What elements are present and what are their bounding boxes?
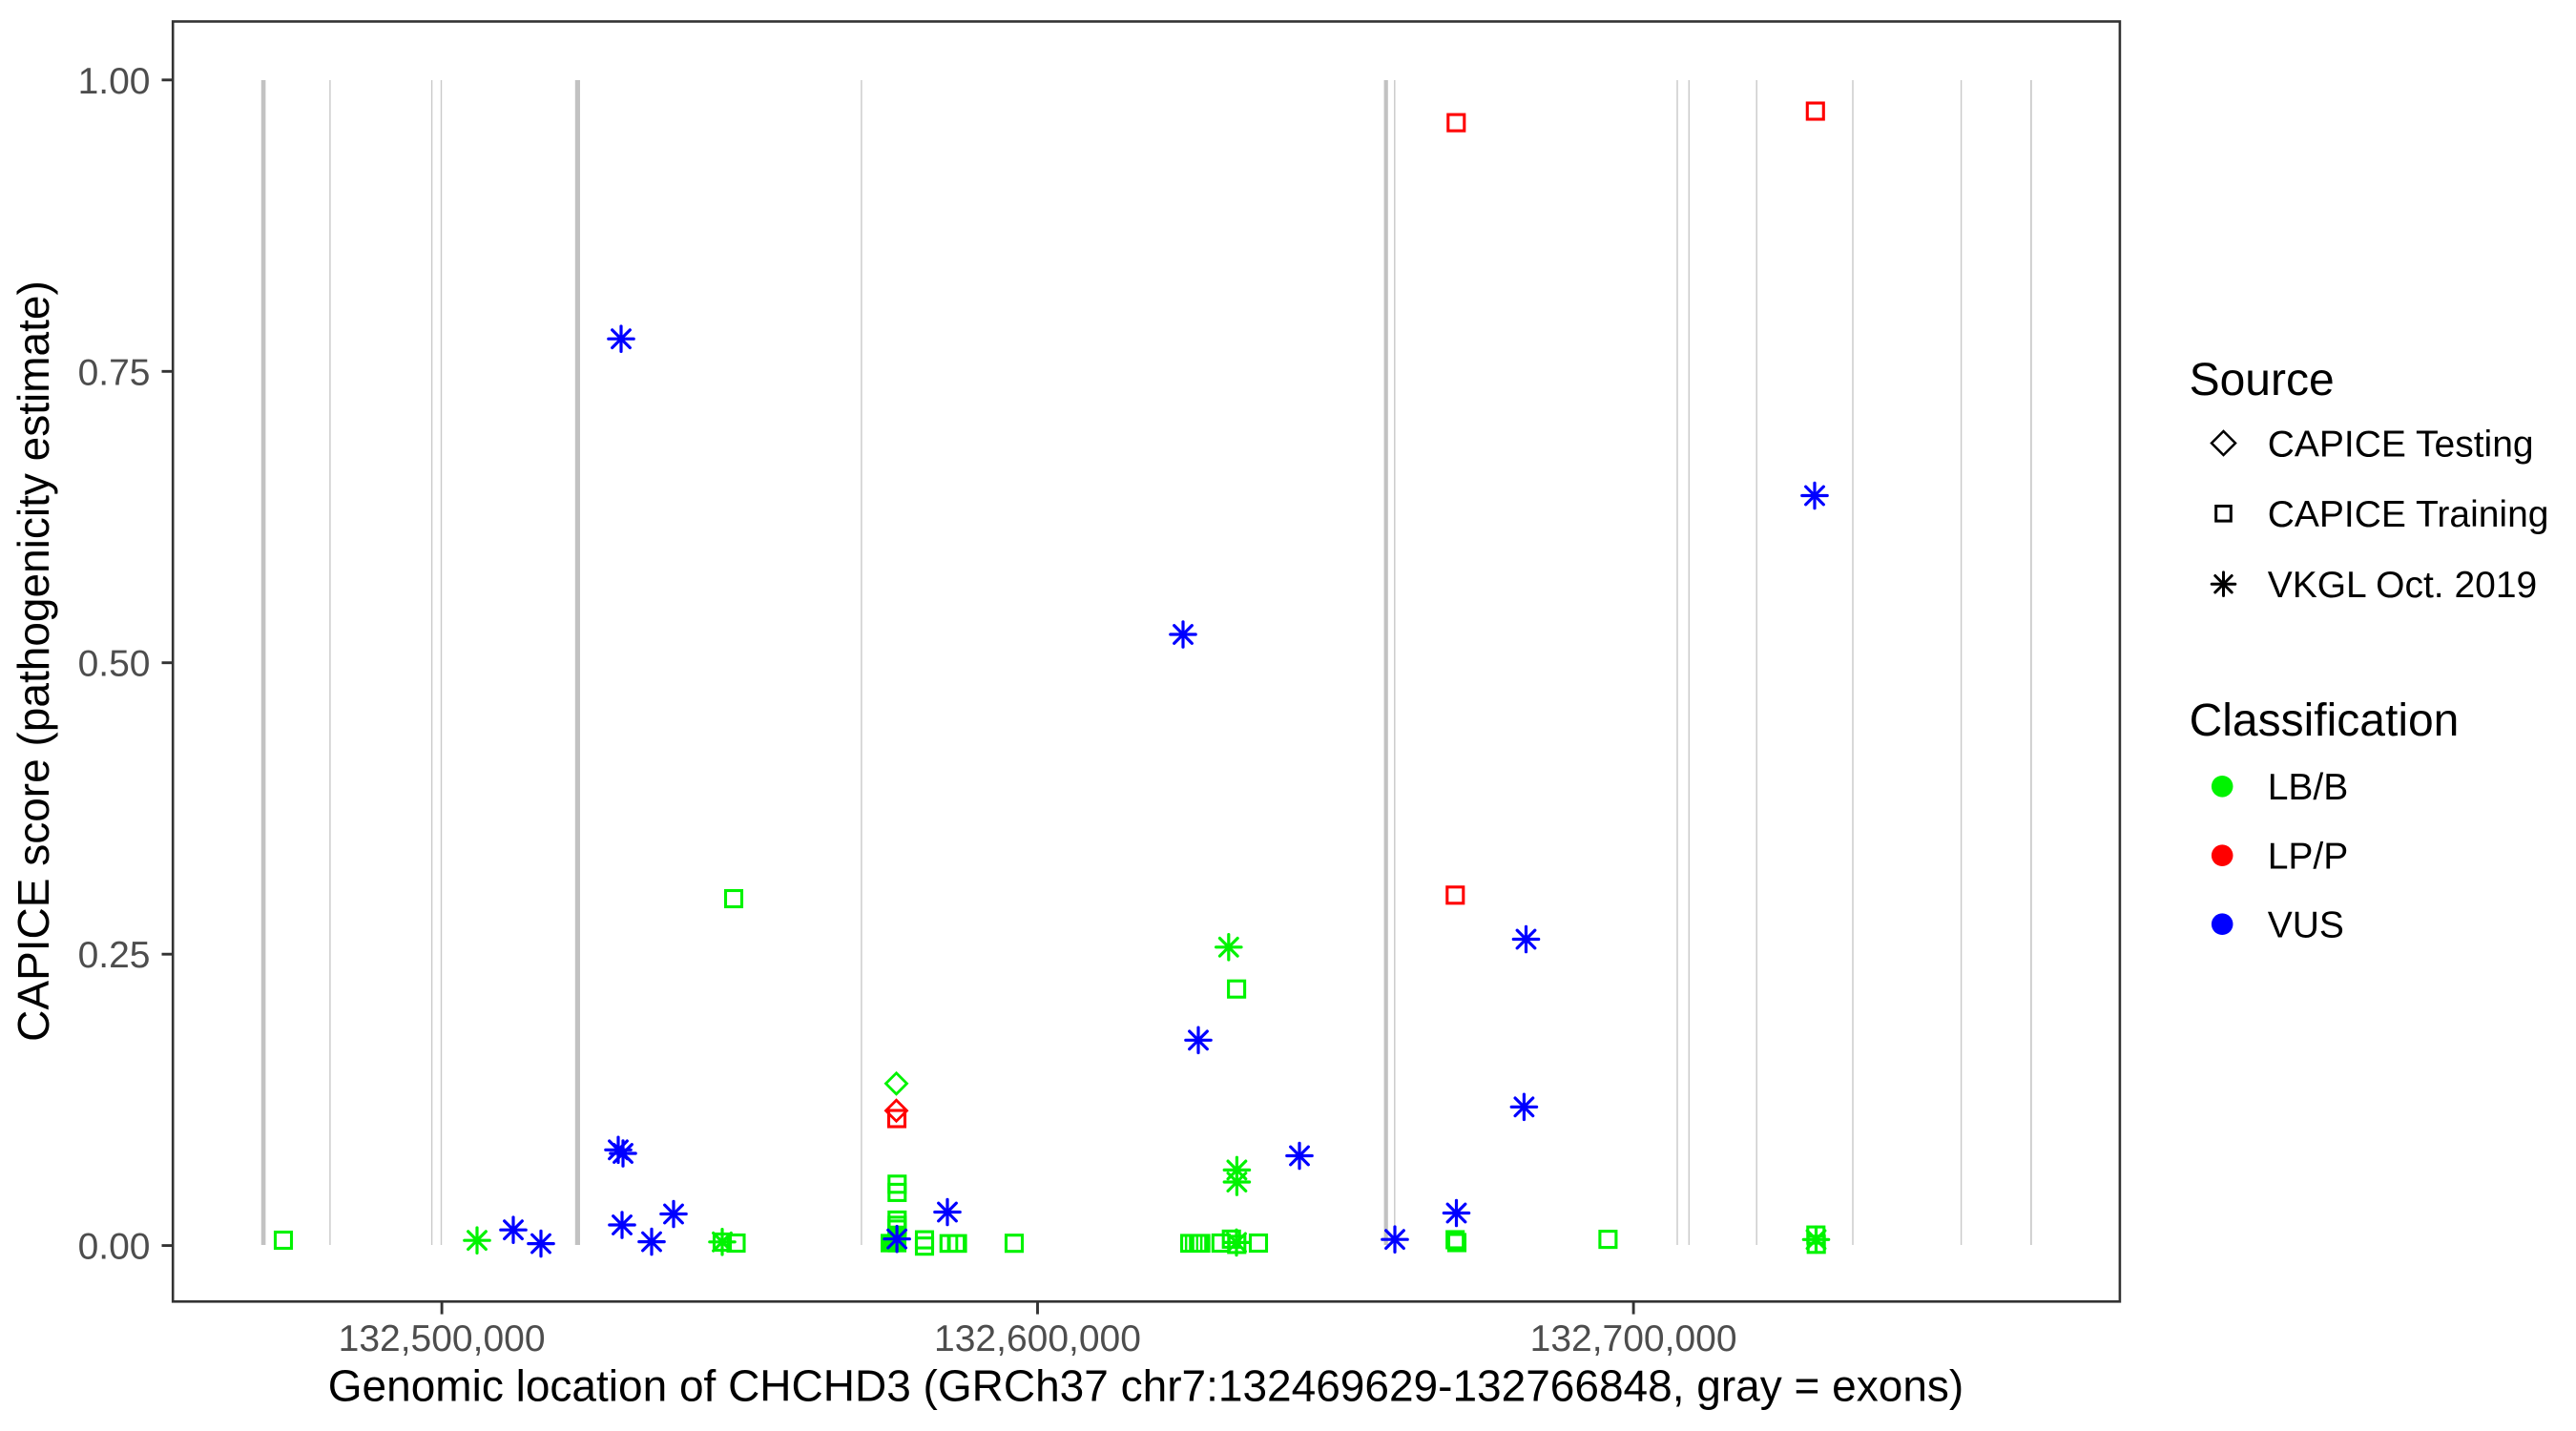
svg-text:CAPICE Testing: CAPICE Testing [2268,424,2534,465]
svg-text:132,500,000: 132,500,000 [339,1318,546,1359]
svg-text:0.50: 0.50 [78,644,151,685]
svg-text:LP/P: LP/P [2268,837,2349,878]
svg-text:VKGL Oct. 2019: VKGL Oct. 2019 [2268,565,2538,606]
svg-text:Source: Source [2190,355,2335,405]
svg-text:0.75: 0.75 [78,352,151,393]
svg-text:1.00: 1.00 [78,61,151,102]
svg-text:132,600,000: 132,600,000 [934,1318,1141,1359]
svg-text:0.00: 0.00 [78,1227,151,1268]
svg-text:CAPICE score (pathogenicity es: CAPICE score (pathogenicity estimate) [9,280,58,1042]
svg-text:VUS: VUS [2268,905,2344,946]
svg-text:0.25: 0.25 [78,935,151,976]
svg-text:CAPICE Training: CAPICE Training [2268,494,2549,535]
svg-text:132,700,000: 132,700,000 [1530,1318,1737,1359]
svg-text:Genomic location of CHCHD3 (GR: Genomic location of CHCHD3 (GRCh37 chr7:… [328,1361,1963,1411]
svg-text:Classification: Classification [2190,695,2460,746]
svg-text:LB/B: LB/B [2268,767,2349,808]
